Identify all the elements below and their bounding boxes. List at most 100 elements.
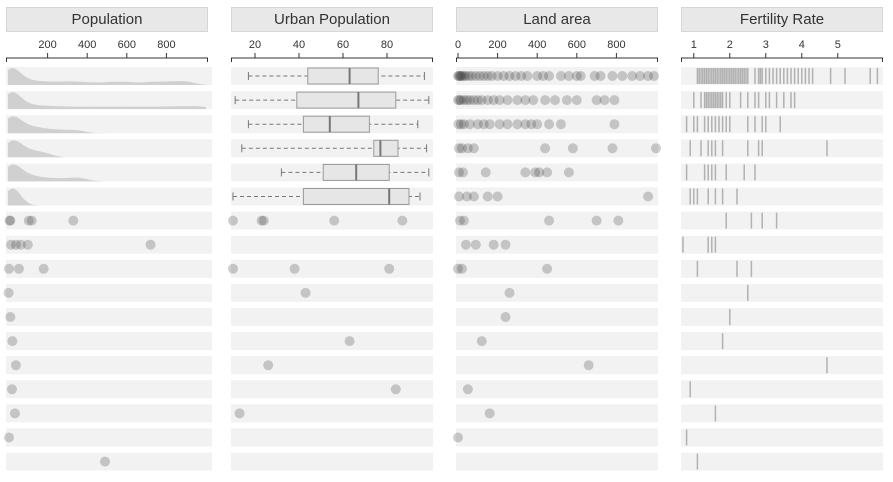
data-point[interactable] xyxy=(500,239,511,250)
data-point[interactable] xyxy=(453,167,464,178)
table-row[interactable] xyxy=(689,188,738,205)
table-row[interactable] xyxy=(685,116,781,133)
table-row[interactable] xyxy=(696,260,753,277)
table-row[interactable] xyxy=(8,164,206,182)
data-point[interactable] xyxy=(494,119,505,130)
data-point[interactable] xyxy=(486,71,497,81)
data-point[interactable] xyxy=(502,95,513,106)
data-point[interactable] xyxy=(468,191,479,202)
data-point[interactable] xyxy=(344,336,355,347)
data-point[interactable] xyxy=(542,167,553,178)
data-point[interactable] xyxy=(453,432,463,443)
data-point[interactable] xyxy=(453,143,464,154)
box-iqr[interactable] xyxy=(302,115,370,133)
data-point[interactable] xyxy=(7,336,18,347)
data-point[interactable] xyxy=(458,71,469,81)
data-point[interactable] xyxy=(635,71,646,81)
data-point[interactable] xyxy=(458,215,469,226)
data-point[interactable] xyxy=(649,71,660,81)
data-point[interactable] xyxy=(550,95,561,106)
data-point[interactable] xyxy=(462,143,473,154)
data-point[interactable] xyxy=(3,287,14,298)
data-point[interactable] xyxy=(472,119,483,130)
table-row[interactable] xyxy=(685,164,756,181)
data-point[interactable] xyxy=(563,167,574,178)
table-row[interactable] xyxy=(454,215,624,226)
data-point[interactable] xyxy=(607,143,618,154)
data-point[interactable] xyxy=(555,119,566,130)
table-row[interactable] xyxy=(453,119,620,130)
table-row[interactable] xyxy=(300,287,311,298)
table-row[interactable] xyxy=(5,312,16,322)
data-point[interactable] xyxy=(468,95,479,106)
data-point[interactable] xyxy=(456,71,467,81)
data-point[interactable] xyxy=(453,71,464,81)
data-point[interactable] xyxy=(9,408,20,419)
data-point[interactable] xyxy=(470,239,481,250)
data-point[interactable] xyxy=(15,239,26,250)
column-header[interactable]: Fertility Rate xyxy=(681,7,883,32)
table-row[interactable] xyxy=(504,287,515,298)
data-point[interactable] xyxy=(484,408,495,419)
data-point[interactable] xyxy=(466,71,477,81)
data-point[interactable] xyxy=(234,408,245,419)
data-point[interactable] xyxy=(510,71,521,81)
data-point[interactable] xyxy=(498,71,509,81)
data-point[interactable] xyxy=(4,215,15,226)
table-row[interactable] xyxy=(8,140,206,158)
data-point[interactable] xyxy=(23,215,34,226)
data-point[interactable] xyxy=(460,239,471,250)
data-point[interactable] xyxy=(583,360,594,371)
data-point[interactable] xyxy=(454,71,465,81)
table-row[interactable] xyxy=(247,67,425,85)
data-point[interactable] xyxy=(484,119,495,130)
data-point[interactable] xyxy=(591,95,602,106)
data-point[interactable] xyxy=(68,215,79,226)
table-row[interactable] xyxy=(3,287,14,298)
data-point[interactable] xyxy=(613,215,624,226)
table-row[interactable] xyxy=(696,68,879,84)
table-row[interactable] xyxy=(100,456,111,467)
data-point[interactable] xyxy=(463,71,474,81)
data-point[interactable] xyxy=(651,143,661,154)
data-point[interactable] xyxy=(567,143,578,154)
data-point[interactable] xyxy=(478,71,489,81)
data-point[interactable] xyxy=(482,95,493,106)
table-row[interactable] xyxy=(8,92,206,110)
data-point[interactable] xyxy=(397,215,408,226)
data-point[interactable] xyxy=(476,95,487,106)
table-row[interactable] xyxy=(3,263,49,274)
box-iqr[interactable] xyxy=(307,67,379,85)
data-point[interactable] xyxy=(458,119,469,130)
data-point[interactable] xyxy=(609,119,620,130)
table-row[interactable] xyxy=(234,408,245,419)
table-row[interactable] xyxy=(500,312,511,322)
table-row[interactable] xyxy=(476,336,487,347)
table-row[interactable] xyxy=(693,92,796,109)
data-point[interactable] xyxy=(470,71,481,81)
data-point[interactable] xyxy=(532,71,543,81)
data-point[interactable] xyxy=(453,119,464,130)
data-point[interactable] xyxy=(10,360,21,371)
data-point[interactable] xyxy=(5,215,16,226)
data-point[interactable] xyxy=(456,263,467,274)
data-point[interactable] xyxy=(38,263,49,274)
data-point[interactable] xyxy=(461,95,472,106)
data-point[interactable] xyxy=(540,143,551,154)
table-row[interactable] xyxy=(8,188,206,206)
table-row[interactable] xyxy=(6,384,17,395)
data-point[interactable] xyxy=(5,312,16,322)
table-row[interactable] xyxy=(280,163,430,181)
data-point[interactable] xyxy=(540,95,551,106)
data-point[interactable] xyxy=(6,384,17,395)
table-row[interactable] xyxy=(4,215,79,226)
data-point[interactable] xyxy=(555,71,566,81)
data-point[interactable] xyxy=(476,336,487,347)
column-header[interactable]: Urban Population xyxy=(231,7,433,32)
table-row[interactable] xyxy=(247,115,419,133)
data-point[interactable] xyxy=(455,119,466,130)
data-point[interactable] xyxy=(455,71,466,81)
table-row[interactable] xyxy=(462,384,473,395)
table-row[interactable] xyxy=(10,360,21,371)
data-point[interactable] xyxy=(482,71,493,81)
